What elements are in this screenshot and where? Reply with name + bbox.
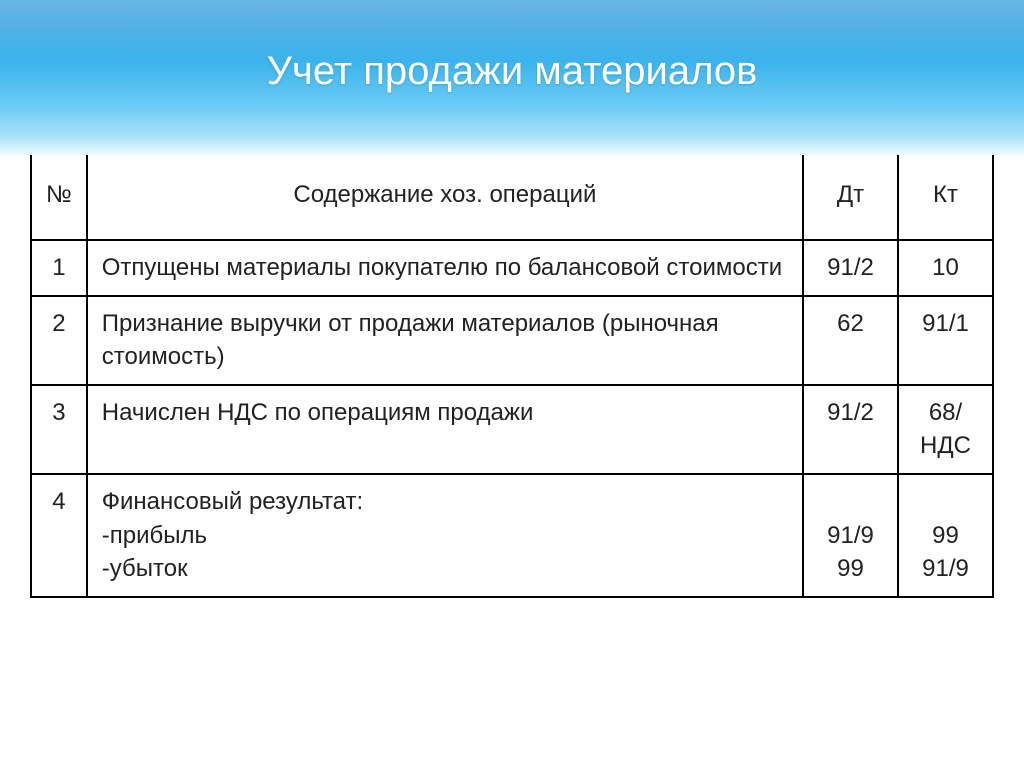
slide-title: Учет продажи материалов	[267, 49, 758, 94]
cell-kt: 68/НДС	[898, 385, 993, 474]
col-header-kt: Кт	[898, 150, 993, 240]
cell-dt: 91/2	[803, 385, 898, 474]
cell-num: 1	[31, 240, 87, 296]
cell-kt: 91/1	[898, 296, 993, 385]
table-row: 2 Признание выручки от продажи материало…	[31, 296, 993, 385]
table-container: № Содержание хоз. операций Дт Кт 1 Отпущ…	[0, 149, 1024, 598]
cell-num: 3	[31, 385, 87, 474]
cell-num: 4	[31, 474, 87, 597]
cell-dt: 91/999	[803, 474, 898, 597]
cell-kt: 10	[898, 240, 993, 296]
cell-desc: Начислен НДС по операциям продажи	[87, 385, 803, 474]
cell-dt: 91/2	[803, 240, 898, 296]
table-row: 1 Отпущены материалы покупателю по балан…	[31, 240, 993, 296]
slide: Учет продажи материалов № Содержание хоз…	[0, 0, 1024, 767]
cell-desc: Признание выручки от продажи материалов …	[87, 296, 803, 385]
slide-header: Учет продажи материалов	[0, 0, 1024, 155]
cell-kt: 9991/9	[898, 474, 993, 597]
cell-desc: Отпущены материалы покупателю по балансо…	[87, 240, 803, 296]
cell-dt: 62	[803, 296, 898, 385]
cell-num: 2	[31, 296, 87, 385]
col-header-dt: Дт	[803, 150, 898, 240]
col-header-desc: Содержание хоз. операций	[87, 150, 803, 240]
table-header-row: № Содержание хоз. операций Дт Кт	[31, 150, 993, 240]
table-row: 3 Начислен НДС по операциям продажи 91/2…	[31, 385, 993, 474]
table-row: 4 Финансовый результат:-прибыль-убыток 9…	[31, 474, 993, 597]
accounting-table: № Содержание хоз. операций Дт Кт 1 Отпущ…	[30, 149, 994, 598]
col-header-num: №	[31, 150, 87, 240]
cell-desc: Финансовый результат:-прибыль-убыток	[87, 474, 803, 597]
